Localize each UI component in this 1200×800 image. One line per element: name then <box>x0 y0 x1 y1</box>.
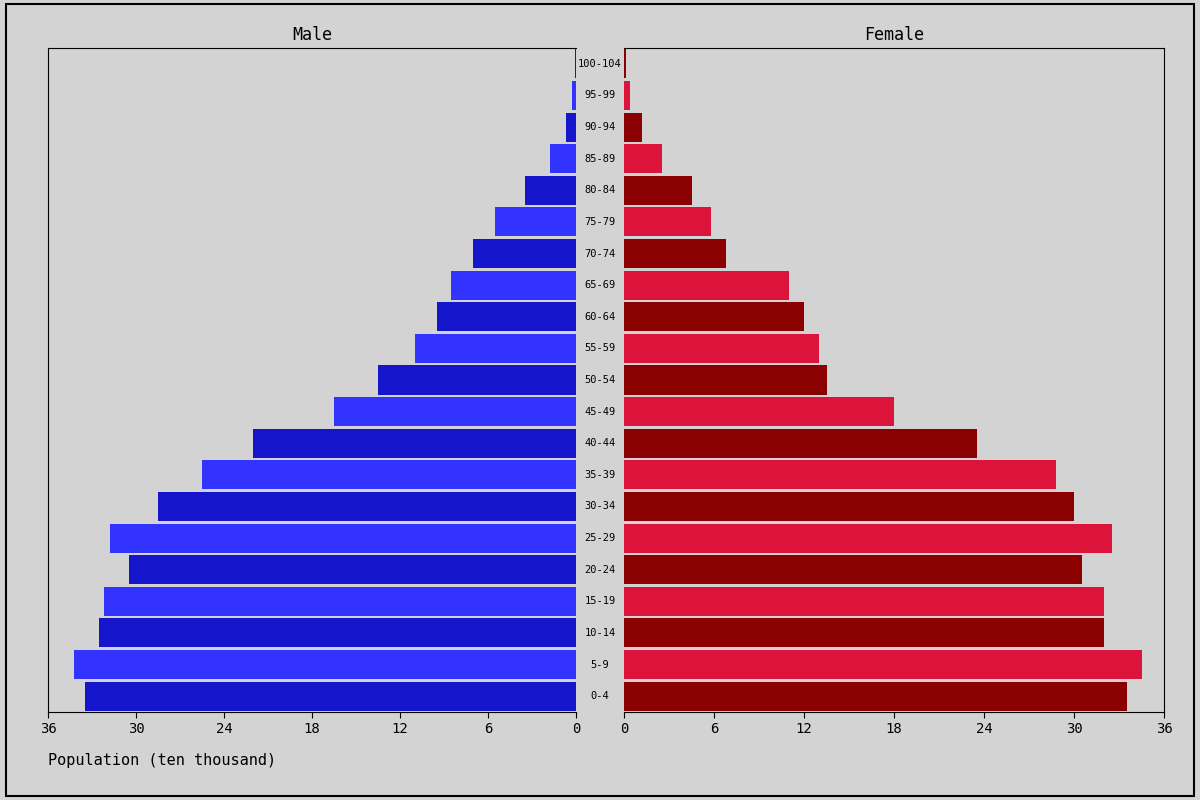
Bar <box>565 113 576 142</box>
Bar <box>451 270 576 300</box>
Bar <box>334 397 576 426</box>
Text: 100-104: 100-104 <box>578 59 622 69</box>
Text: 50-54: 50-54 <box>584 375 616 385</box>
Text: 10-14: 10-14 <box>584 628 616 638</box>
Bar <box>624 460 1056 490</box>
Bar <box>624 586 1104 616</box>
Bar <box>473 239 576 268</box>
Bar <box>74 650 576 679</box>
Text: 55-59: 55-59 <box>584 343 616 354</box>
Bar <box>624 366 827 394</box>
Bar <box>624 207 710 237</box>
Bar <box>378 366 576 394</box>
Text: 5-9: 5-9 <box>590 659 610 670</box>
Bar <box>253 429 576 458</box>
Text: 90-94: 90-94 <box>584 122 616 132</box>
Text: 15-19: 15-19 <box>584 596 616 606</box>
Bar <box>624 682 1127 710</box>
Text: 65-69: 65-69 <box>584 280 616 290</box>
Bar <box>624 429 977 458</box>
Text: 30-34: 30-34 <box>584 502 616 511</box>
Text: 80-84: 80-84 <box>584 186 616 195</box>
Bar <box>437 302 576 331</box>
Bar <box>415 334 576 363</box>
Text: 70-74: 70-74 <box>584 249 616 258</box>
Bar <box>624 50 625 78</box>
Bar <box>624 176 691 205</box>
Text: 25-29: 25-29 <box>584 533 616 543</box>
Bar <box>624 523 1111 553</box>
Text: 60-64: 60-64 <box>584 312 616 322</box>
Text: 40-44: 40-44 <box>584 438 616 448</box>
Text: 45-49: 45-49 <box>584 406 616 417</box>
Bar <box>496 207 576 237</box>
Bar <box>624 650 1141 679</box>
Text: 95-99: 95-99 <box>584 90 616 101</box>
Text: Population (ten thousand): Population (ten thousand) <box>48 753 276 768</box>
Bar <box>128 555 576 584</box>
Bar <box>624 113 642 142</box>
Bar <box>550 144 576 174</box>
Bar <box>103 586 576 616</box>
Bar <box>624 492 1074 521</box>
Bar <box>100 618 576 647</box>
Title: Male: Male <box>292 26 332 44</box>
Bar <box>624 144 661 174</box>
Bar <box>624 270 790 300</box>
Bar <box>624 239 726 268</box>
Title: Female: Female <box>864 26 924 44</box>
Bar <box>572 81 576 110</box>
Bar <box>624 334 818 363</box>
Text: 0-4: 0-4 <box>590 691 610 701</box>
Bar <box>202 460 576 490</box>
Text: 20-24: 20-24 <box>584 565 616 574</box>
Bar <box>624 81 630 110</box>
Bar <box>624 397 894 426</box>
Bar <box>109 523 576 553</box>
Text: 35-39: 35-39 <box>584 470 616 480</box>
Bar <box>85 682 576 710</box>
Bar <box>624 555 1081 584</box>
Bar <box>624 618 1104 647</box>
Text: 85-89: 85-89 <box>584 154 616 164</box>
Bar <box>624 302 804 331</box>
Bar <box>158 492 576 521</box>
Text: 75-79: 75-79 <box>584 217 616 227</box>
Bar <box>524 176 576 205</box>
